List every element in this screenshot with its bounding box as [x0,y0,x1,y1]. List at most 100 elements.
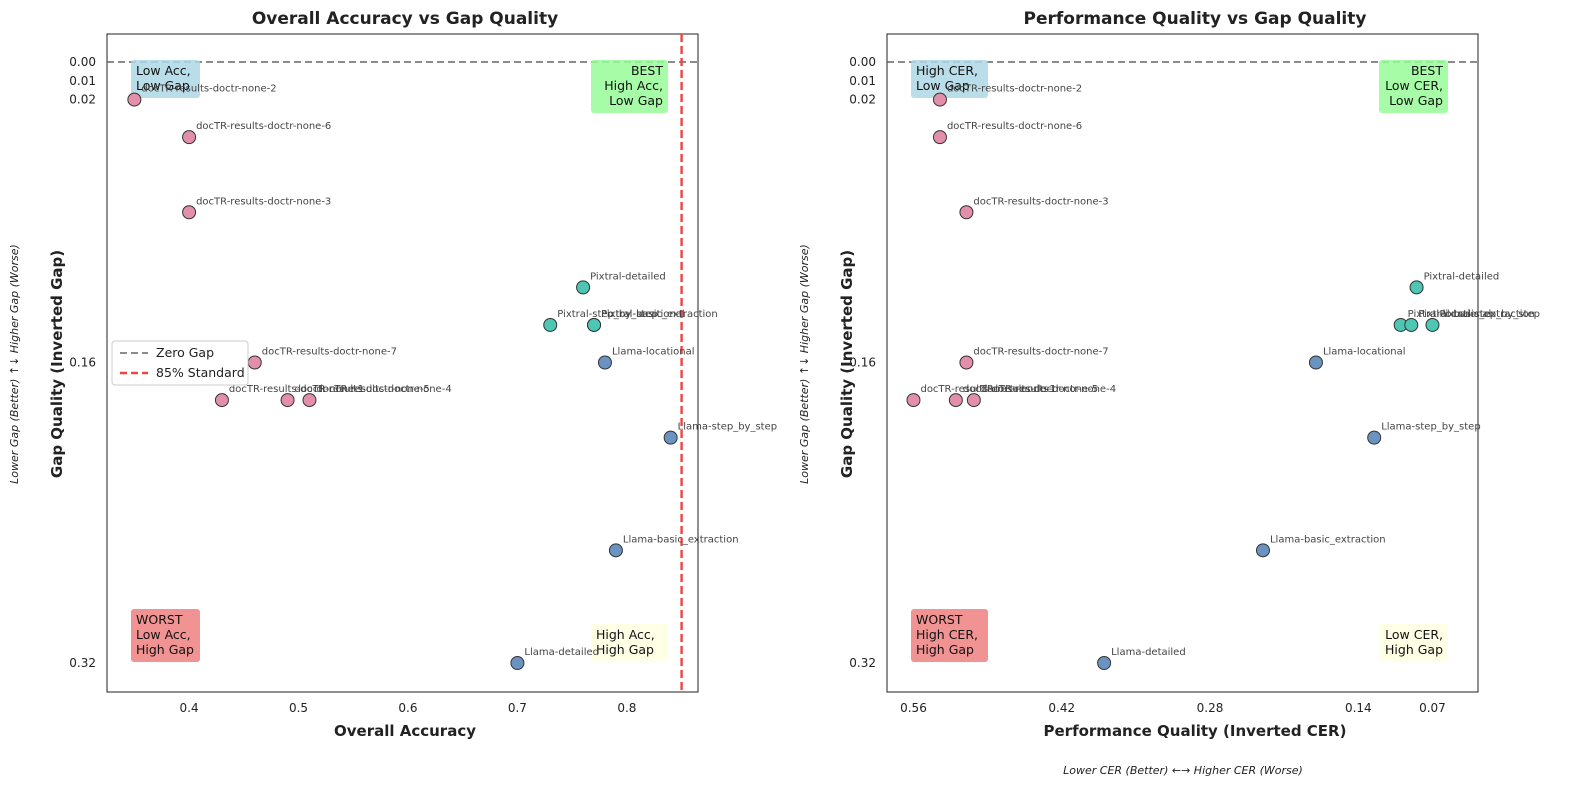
data-point-label: Llama-detailed [524,647,599,658]
right-x-tick-label: 0.14 [1345,701,1372,715]
data-point-label: Pixtral-locational [1408,309,1492,320]
right-x-tick-label: 0.56 [900,701,927,715]
right-y-tick-label: 0.01 [849,74,876,88]
quadrant-box-text: Low CER, [1385,627,1443,642]
data-point-label: Pixtral-locational [601,309,685,320]
legend: Zero Gap 85% Standard [111,340,249,386]
data-point [576,280,591,295]
left-plot-frame [106,33,699,693]
data-point-label: docTR-results-doctr-none-6 [947,121,1082,132]
quadrant-box-bg [1379,60,1448,113]
left-x-tick-label: 0.5 [289,701,308,715]
left-y-tick-label: 0.02 [69,93,96,107]
right-y-tick-label: 0.02 [849,93,876,107]
data-point-label: Llama-step_by_step [678,422,777,433]
data-point-label: Pixtral-basic_extraction [1418,309,1535,320]
data-point-label: docTR-results-doctr-none-1 [229,384,364,395]
data-point [959,205,974,220]
left-y-tick-label: 0.01 [69,74,96,88]
data-point-label: docTR-results-doctr-none-2 [947,84,1082,95]
data-point-label: Pixtral-step_by_step [1439,309,1540,320]
data-point-label: docTR-results-doctr-none-3 [973,196,1108,207]
quadrant-box-text: High Gap [916,642,974,657]
quadrant-box-bg [911,609,988,662]
quadrant-box-bg [131,60,200,98]
data-point [966,393,981,408]
data-point [587,317,602,332]
data-point-label: Llama-locational [1323,347,1406,358]
data-point [663,430,678,445]
right-y-tick-label: 0.16 [849,356,876,370]
data-point [280,393,295,408]
left-y-tick-label: 0.32 [69,656,96,670]
data-point [1404,317,1419,332]
right-y-axis-label: Gap Quality (Inverted Gap) [838,250,856,478]
data-point [1308,355,1323,370]
quadrant-box-text: High Acc, [604,78,663,93]
data-point-label: docTR-results-doctr-none-5 [295,384,430,395]
quadrant-box-text: High CER, [916,627,978,642]
right-quadrant-box-top-left: High CER,Low Gap [911,60,988,98]
data-point [1255,543,1270,558]
data-point [302,393,317,408]
left-x-tick-label: 0.6 [398,701,417,715]
left-x-tick-label: 0.8 [617,701,636,715]
data-point [608,543,623,558]
right-chart-title: Performance Quality vs Gap Quality [1024,9,1367,29]
quadrant-box-bg [131,609,200,662]
quadrant-box-text: Low Gap [609,93,663,108]
quadrant-box-text: BEST [631,63,663,78]
quadrant-box-text: Low Acc, [136,63,191,78]
data-point-label: Pixtral-detailed [1424,271,1500,282]
quadrant-box-bg [591,624,668,662]
right-x-side-label: Lower CER (Better) ←→ Higher CER (Worse) [1063,764,1303,777]
quadrant-box-text: Low Gap [1389,93,1443,108]
left-y-axis-label: Gap Quality (Inverted Gap) [48,250,66,478]
data-point-label: Llama-detailed [1111,647,1186,658]
data-point-label: Llama-basic_extraction [1270,534,1386,545]
right-y-side-label: Lower Gap (Better) ↑↓ Higher Gap (Worse) [798,244,811,484]
right-plot-frame [886,33,1479,693]
quadrant-box-text: Low Gap [916,78,970,93]
left-quadrant-box-bottom-right: High Acc,High Gap [591,624,668,662]
data-point [182,130,197,145]
quadrant-box-text: High Gap [1385,642,1443,657]
data-point [1097,656,1112,670]
right-y-tick-label: 0.00 [849,55,876,69]
legend-label: 85% Standard [156,365,245,380]
quadrant-box-text: BEST [1411,63,1443,78]
data-point [1425,317,1440,332]
quadrant-box-bg [911,60,988,98]
left-y-tick-label: 0.16 [69,356,96,370]
quadrant-box-text: WORST [916,612,963,627]
data-point [906,393,921,408]
data-point [510,656,525,670]
right-quadrant-box-bottom-right: Low CER,High Gap [1379,624,1448,662]
right-x-axis-label: Performance Quality (Inverted CER) [1044,722,1347,740]
quadrant-box-text: High Gap [596,642,654,657]
data-point [1409,280,1424,295]
data-point-label: Llama-locational [612,347,695,358]
quadrant-box-text: High Acc, [596,627,655,642]
data-point-label: Pixtral-detailed [590,271,666,282]
data-point [597,355,612,370]
data-point-label: docTR-results-doctr-none-2 [141,84,276,95]
quadrant-box-text: Low CER, [1385,78,1443,93]
quadrant-box-bg [1379,624,1448,662]
data-point [247,355,262,370]
quadrant-box-text: Low Gap [136,78,190,93]
quadrant-box-bg [591,60,668,113]
left-y-side-label: Lower Gap (Better) ↑↓ Higher Gap (Worse) [8,244,21,484]
left-plot-area: 0.4 0.5 0.6 0.7 0.8 0.00 0.01 0.02 0.16 0.32 Low A… [69,33,777,715]
legend-label: Zero Gap [156,345,214,360]
data-point [948,393,963,408]
data-point [932,130,947,145]
right-plot-area: 0.56 0.42 0.28 0.14 0.07 0.00 0.01 0.02 0.16 0.32… [849,33,1540,715]
quadrant-box-text: Low Acc, [136,627,191,642]
data-point-label: Pixtral-step_by_step [557,309,658,320]
left-quadrant-box-top-left: Low Acc,Low Gap [131,60,200,98]
data-point-label: docTR-results-doctr-none-4 [316,384,451,395]
